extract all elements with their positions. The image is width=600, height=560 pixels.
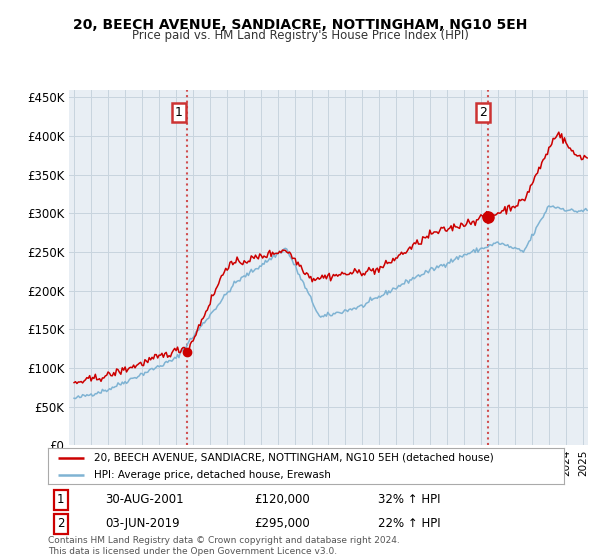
- Text: £120,000: £120,000: [254, 493, 310, 506]
- Text: 22% ↑ HPI: 22% ↑ HPI: [378, 517, 441, 530]
- Text: 20, BEECH AVENUE, SANDIACRE, NOTTINGHAM, NG10 5EH: 20, BEECH AVENUE, SANDIACRE, NOTTINGHAM,…: [73, 18, 527, 32]
- Text: HPI: Average price, detached house, Erewash: HPI: Average price, detached house, Erew…: [94, 470, 331, 480]
- Text: 2: 2: [57, 517, 65, 530]
- Text: Contains HM Land Registry data © Crown copyright and database right 2024.
This d: Contains HM Land Registry data © Crown c…: [48, 536, 400, 556]
- Text: 1: 1: [175, 106, 182, 119]
- Text: £295,000: £295,000: [254, 517, 310, 530]
- Text: 03-JUN-2019: 03-JUN-2019: [105, 517, 179, 530]
- Text: 1: 1: [57, 493, 65, 506]
- Text: Price paid vs. HM Land Registry's House Price Index (HPI): Price paid vs. HM Land Registry's House …: [131, 29, 469, 42]
- Text: 30-AUG-2001: 30-AUG-2001: [105, 493, 184, 506]
- Text: 32% ↑ HPI: 32% ↑ HPI: [378, 493, 441, 506]
- Text: 2: 2: [479, 106, 487, 119]
- Text: 20, BEECH AVENUE, SANDIACRE, NOTTINGHAM, NG10 5EH (detached house): 20, BEECH AVENUE, SANDIACRE, NOTTINGHAM,…: [94, 453, 494, 463]
